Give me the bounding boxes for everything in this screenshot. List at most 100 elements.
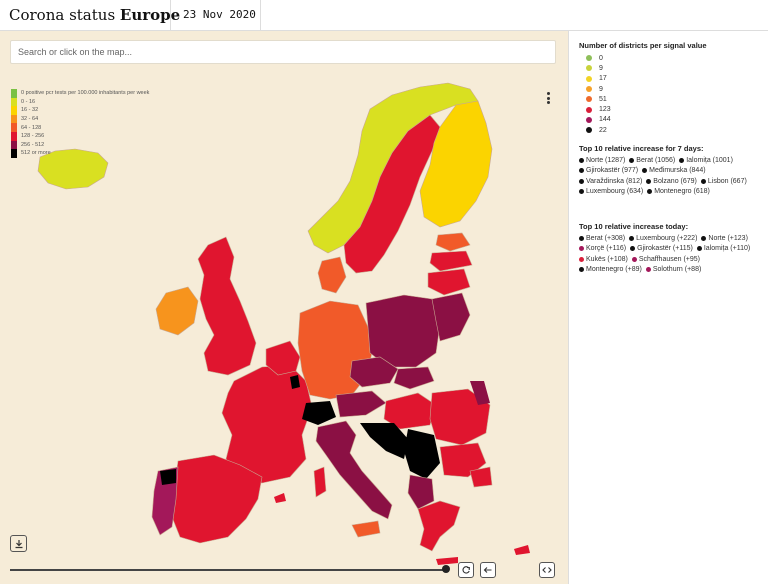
signal-dot <box>586 55 592 62</box>
legend-label: 128 - 256 <box>21 133 45 140</box>
top-increase-item[interactable]: Norte (1287) <box>579 155 625 166</box>
region-sardinia[interactable] <box>313 466 327 498</box>
top-item-dot <box>579 168 584 174</box>
top-increase-item[interactable]: Luxembourg (634) <box>579 187 643 198</box>
legend-label: 0 - 16 <box>21 98 36 105</box>
top-increase-item[interactable]: Luxembourg (+222) <box>629 233 697 244</box>
region-denmark[interactable] <box>317 256 347 294</box>
top-increase-item[interactable]: Montenegro (618) <box>647 187 710 198</box>
top-increase-item[interactable]: Bolzano (679) <box>646 176 697 187</box>
region-benelux[interactable] <box>265 340 301 376</box>
region-uk[interactable] <box>197 236 257 376</box>
top-increase-item[interactable]: Ialomița (+110) <box>696 244 751 255</box>
region-portugal[interactable] <box>151 466 179 536</box>
legend-swatch <box>11 149 17 158</box>
top-increase-item[interactable]: Varaždinska (812) <box>579 176 642 187</box>
download-button[interactable] <box>10 535 27 552</box>
region-moldova[interactable] <box>470 381 490 405</box>
timeline-track[interactable] <box>10 569 446 571</box>
top-increase-item[interactable]: Schaffhausen (+95) <box>631 254 700 265</box>
signal-row: 9 <box>579 84 611 94</box>
top-item-dot <box>579 189 584 195</box>
legend-swatch <box>11 123 17 132</box>
top-item-label: Ialomița (+110) <box>703 245 751 253</box>
signal-value: 9 <box>599 85 603 93</box>
top-item-dot <box>700 178 706 184</box>
top-item-label: Bolzano (679) <box>653 177 697 185</box>
top-increase-item[interactable]: Norte (+123) <box>701 233 748 244</box>
region-serbia[interactable] <box>404 429 440 479</box>
region-balearic[interactable] <box>274 493 286 503</box>
top-increase-item[interactable]: Gjirokastër (977) <box>579 166 638 177</box>
legend-label: 32 - 64 <box>21 116 39 123</box>
legend-item: 0 positive pcr tests per 100.000 inhabit… <box>11 89 149 98</box>
top-increase-item[interactable]: Ialomița (1001) <box>679 155 733 166</box>
timeline-handle[interactable] <box>442 565 450 573</box>
top-item-dot <box>629 157 635 163</box>
back-button[interactable] <box>480 562 496 578</box>
search-input[interactable] <box>10 40 556 64</box>
region-cyprus[interactable] <box>514 545 530 555</box>
region-albania-macedonia[interactable] <box>407 474 435 510</box>
region-belarus-border[interactable] <box>431 292 471 342</box>
more-options-icon[interactable] <box>543 91 553 105</box>
top-increase-item[interactable]: Korçë (+116) <box>579 244 626 255</box>
top-item-label: Međimurska (844) <box>649 167 706 175</box>
top-increase-item[interactable]: Berat (+308) <box>579 233 625 244</box>
europe-map[interactable] <box>0 31 568 584</box>
region-slovakia[interactable] <box>393 366 435 390</box>
region-ireland[interactable] <box>155 286 199 336</box>
region-romania[interactable] <box>429 388 491 446</box>
today-list: Berat (+308) Luxembourg (+222) Norte (+123… <box>579 233 765 275</box>
region-switzerland[interactable] <box>302 401 336 425</box>
top-increase-item[interactable]: Montenegro (+89) <box>579 265 642 276</box>
region-crete[interactable] <box>436 557 458 565</box>
legend-label: 16 - 32 <box>21 107 39 114</box>
top-item-label: Berat (+308) <box>586 234 626 242</box>
region-norte[interactable] <box>160 469 176 485</box>
top-item-dot <box>579 246 584 252</box>
top-increase-item[interactable]: Gjirokastër (+115) <box>630 244 693 255</box>
signal-value: 22 <box>599 126 607 134</box>
region-czechia[interactable] <box>349 356 399 388</box>
legend-swatch <box>11 131 17 141</box>
region-latvia[interactable] <box>429 250 473 272</box>
legend-swatch <box>11 114 17 124</box>
region-slovenia-croatia[interactable] <box>360 423 408 459</box>
region-austria[interactable] <box>335 390 387 418</box>
signal-row: 123 <box>579 104 611 114</box>
legend-swatch <box>11 140 17 150</box>
legend-label: 256 - 512 <box>21 141 45 148</box>
region-turkey-edge[interactable] <box>469 466 493 488</box>
region-estonia[interactable] <box>435 232 471 252</box>
top-increase-item[interactable]: Berat (1056) <box>629 155 675 166</box>
signal-dot <box>586 116 592 123</box>
region-finland[interactable] <box>419 100 493 228</box>
region-poland[interactable] <box>365 294 441 368</box>
replay-button[interactable] <box>458 562 474 578</box>
legend-item: 64 - 128 <box>11 123 149 132</box>
signal-value: 17 <box>599 75 607 83</box>
signal-row: 17 <box>579 74 611 84</box>
top-item-dot <box>579 256 584 262</box>
week-heading: Top 10 relative increase for 7 days: <box>579 144 704 153</box>
top-increase-item[interactable]: Međimurska (844) <box>642 166 706 177</box>
region-greece[interactable] <box>417 500 461 552</box>
top-increase-item[interactable]: Solothurn (+88) <box>645 265 701 276</box>
signal-dot <box>586 106 592 113</box>
top-increase-item[interactable]: Lisbon (667) <box>700 176 747 187</box>
region-sicily[interactable] <box>351 520 381 538</box>
replay-icon <box>462 566 470 574</box>
signal-dot <box>586 65 592 72</box>
top-item-label: Luxembourg (+222) <box>636 234 698 242</box>
side-panel: Number of districts per signal value 0 9 1… <box>568 31 768 584</box>
top-increase-item[interactable]: Kukës (+108) <box>579 254 628 265</box>
region-lithuania[interactable] <box>427 268 471 296</box>
legend-item: 16 - 32 <box>11 106 149 115</box>
top-item-dot <box>579 235 584 241</box>
region-italy[interactable] <box>315 420 393 520</box>
region-luxembourg[interactable] <box>290 375 300 389</box>
embed-button[interactable] <box>539 562 555 578</box>
region-iceland[interactable] <box>37 148 109 190</box>
region-hungary[interactable] <box>383 392 437 430</box>
